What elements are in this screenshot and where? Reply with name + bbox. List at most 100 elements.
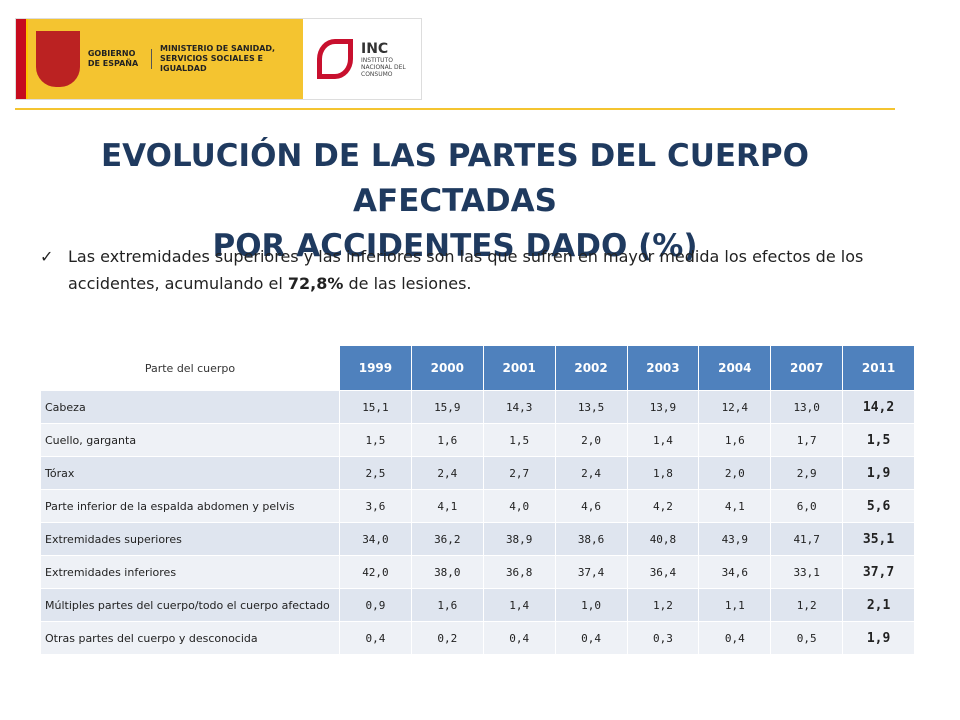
row-label: Tórax xyxy=(40,456,340,490)
row-label: Otras partes del cuerpo y desconocida xyxy=(40,621,340,655)
cell: 4,6 xyxy=(554,489,628,523)
header-cell: 2001 xyxy=(482,345,556,391)
table-row: Otras partes del cuerpo y desconocida 0,4… xyxy=(40,621,915,655)
cell: 3,6 xyxy=(339,489,412,523)
inc-logo: INC INSTITUTO NACIONAL DEL CONSUMO xyxy=(303,19,421,99)
table-row: Cuello, garganta 1,5 1,6 1,5 2,0 1,4 1,6 1,7 1,5 xyxy=(40,423,915,457)
cell: 38,0 xyxy=(410,555,484,589)
cell: 5,6 xyxy=(842,489,915,523)
table-row: Extremidades inferiores 42,0 38,0 36,8 37,4 3… xyxy=(40,555,915,589)
header-cell: 2011 xyxy=(842,345,915,391)
cell: 1,1 xyxy=(698,588,772,622)
header-cell: 2002 xyxy=(554,345,628,391)
header-cell: 2004 xyxy=(698,345,772,391)
cell: 1,5 xyxy=(482,423,556,457)
cell: 1,2 xyxy=(626,588,700,622)
cell: 41,7 xyxy=(770,522,844,556)
cell: 1,9 xyxy=(842,456,915,490)
coat-of-arms xyxy=(36,31,80,87)
gobierno-text: GOBIERNO DE ESPAÑA xyxy=(88,49,153,69)
cell: 1,6 xyxy=(410,588,484,622)
cell: 37,4 xyxy=(554,555,628,589)
row-label: Extremidades inferiores xyxy=(40,555,340,589)
cell: 2,7 xyxy=(482,456,556,490)
cell: 13,0 xyxy=(770,390,844,424)
header-cell: 2003 xyxy=(626,345,700,391)
cell: 1,4 xyxy=(482,588,556,622)
inc-name: INSTITUTO NACIONAL DEL CONSUMO xyxy=(361,56,406,78)
cell: 1,7 xyxy=(770,423,844,457)
cell: 13,5 xyxy=(554,390,628,424)
check-icon: ✓ xyxy=(40,247,54,266)
cell: 0,4 xyxy=(698,621,772,655)
cell: 38,9 xyxy=(482,522,556,556)
cell: 2,0 xyxy=(554,423,628,457)
cell: 1,9 xyxy=(842,621,915,655)
divider xyxy=(15,108,895,110)
bullet: ✓ Las extremidades superiores y las infer… xyxy=(40,243,870,297)
cell: 14,3 xyxy=(482,390,556,424)
cell: 36,8 xyxy=(482,555,556,589)
data-table: Parte del cuerpo 1999 2000 2001 2002 2003 2004… xyxy=(40,345,915,655)
bullet-highlight: 72,8% xyxy=(287,274,344,293)
cell: 0,9 xyxy=(339,588,412,622)
title-line: EVOLUCIÓN DE LAS PARTES DEL CUERPO AFECT… xyxy=(100,138,810,219)
cell: 0,4 xyxy=(339,621,412,655)
cell: 4,1 xyxy=(410,489,484,523)
row-label: Múltiples partes del cuerpo/todo el cuer… xyxy=(40,588,340,622)
cell: 14,2 xyxy=(842,390,915,424)
header-cell: 1999 xyxy=(339,345,412,391)
header-cell: 2000 xyxy=(410,345,484,391)
cell: 1,4 xyxy=(626,423,700,457)
cell: 0,4 xyxy=(554,621,628,655)
inc-text: INC xyxy=(361,40,389,57)
cell: 6,0 xyxy=(770,489,844,523)
cell: 4,1 xyxy=(698,489,772,523)
row-label: Extremidades superiores xyxy=(40,522,340,556)
cell: 2,1 xyxy=(842,588,915,622)
cell: 36,2 xyxy=(410,522,484,556)
cell: 34,6 xyxy=(698,555,772,589)
flag xyxy=(16,19,28,99)
cell: 1,5 xyxy=(842,423,915,457)
cell: 13,9 xyxy=(626,390,700,424)
title-line: POR ACCIDENTES DADO (%) xyxy=(212,228,698,264)
cell: 1,6 xyxy=(698,423,772,457)
cell: 1,8 xyxy=(626,456,700,490)
cell: 4,2 xyxy=(626,489,700,523)
cell: 0,3 xyxy=(626,621,700,655)
row-label: Cabeza xyxy=(40,390,340,424)
cell: 1,6 xyxy=(410,423,484,457)
table-row: Tórax 2,5 2,4 2,7 2,4 1,8 2,0 2,9 1,9 xyxy=(40,456,915,490)
cell: 0,5 xyxy=(770,621,844,655)
table-row: Cabeza 15,1 15,9 14,3 13,5 13,9 12,4 13,0 14,2 xyxy=(40,390,915,424)
cell: 12,4 xyxy=(698,390,772,424)
row-label: Cuello, garganta xyxy=(40,423,340,457)
table-row: Parte inferior de la espalda abdomen y p… xyxy=(40,489,915,523)
table-row: Extremidades superiores 34,0 36,2 38,9 38,6 4… xyxy=(40,522,915,556)
cell: 15,9 xyxy=(410,390,484,424)
cell: 37,7 xyxy=(842,555,915,589)
header-row: Parte del cuerpo 1999 2000 2001 2002 2003 2004… xyxy=(40,345,915,391)
cell: 35,1 xyxy=(842,522,915,556)
cell: 2,5 xyxy=(339,456,412,490)
cell: 0,2 xyxy=(410,621,484,655)
header-cell: 2007 xyxy=(770,345,844,391)
cell: 2,4 xyxy=(410,456,484,490)
cell: 1,0 xyxy=(554,588,628,622)
cell: 42,0 xyxy=(339,555,412,589)
row-label: Parte inferior de la espalda abdomen y p… xyxy=(40,489,340,523)
cell: 2,9 xyxy=(770,456,844,490)
cell: 33,1 xyxy=(770,555,844,589)
bullet-text: Las extremidades superiores y las inferi… xyxy=(68,247,864,293)
header-cell: Parte del cuerpo xyxy=(40,345,340,391)
cell: 38,6 xyxy=(554,522,628,556)
cell: 34,0 xyxy=(339,522,412,556)
title: EVOLUCIÓN DE LAS PARTES DEL CUERPO AFECT… xyxy=(20,134,890,269)
ministerio-text: MINISTERIO DE SANIDAD, SERVICIOS SOCIALE… xyxy=(160,44,276,73)
cell: 15,1 xyxy=(339,390,412,424)
gobierno-logo: GOBIERNO DE ESPAÑA MINISTERIO DE SANIDAD… xyxy=(28,19,303,99)
cell: 1,2 xyxy=(770,588,844,622)
logo-bar: GOBIERNO DE ESPAÑA MINISTERIO DE SANIDAD… xyxy=(15,18,422,100)
